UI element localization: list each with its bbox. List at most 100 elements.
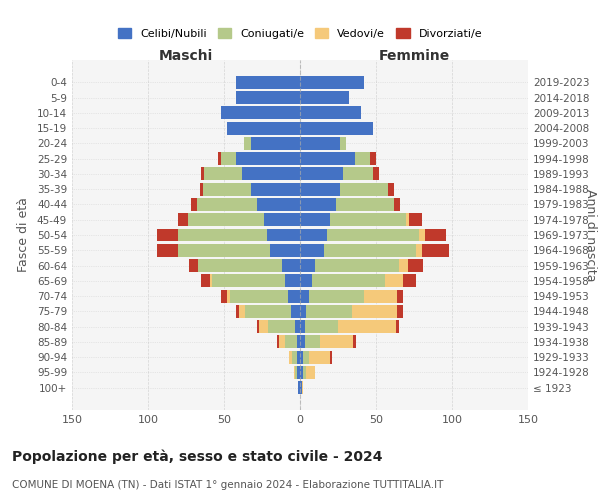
Bar xyxy=(399,259,408,272)
Bar xyxy=(269,244,300,256)
Bar xyxy=(309,290,364,302)
Bar xyxy=(300,198,337,211)
Bar xyxy=(373,168,379,180)
Bar xyxy=(236,76,300,89)
Bar xyxy=(364,290,397,302)
Bar xyxy=(305,320,338,333)
Bar xyxy=(300,228,328,241)
Bar xyxy=(340,182,388,196)
Bar xyxy=(300,214,331,226)
Bar xyxy=(325,244,416,256)
Bar xyxy=(397,290,403,302)
Bar xyxy=(218,152,221,165)
Bar xyxy=(211,274,212,287)
Bar xyxy=(294,366,295,379)
Bar xyxy=(300,152,355,165)
Bar xyxy=(200,182,203,196)
Bar xyxy=(242,168,300,180)
Text: COMUNE DI MOENA (TN) - Dati ISTAT 1° gennaio 2024 - Elaborazione TUTTITALIA.IT: COMUNE DI MOENA (TN) - Dati ISTAT 1° gen… xyxy=(12,480,443,490)
Y-axis label: Anni di nascita: Anni di nascita xyxy=(584,188,596,281)
Bar xyxy=(338,320,396,333)
Bar xyxy=(300,76,364,89)
Bar xyxy=(291,305,300,318)
Bar xyxy=(331,350,332,364)
Bar xyxy=(385,274,403,287)
Bar xyxy=(305,336,320,348)
Bar xyxy=(409,214,422,226)
Bar xyxy=(201,168,204,180)
Bar xyxy=(300,350,303,364)
Bar xyxy=(300,381,302,394)
Bar xyxy=(297,366,300,379)
Bar xyxy=(197,198,257,211)
Bar xyxy=(300,290,309,302)
Bar xyxy=(300,366,303,379)
Bar xyxy=(236,152,300,165)
Bar xyxy=(300,137,340,150)
Bar xyxy=(397,305,403,318)
Bar xyxy=(370,152,376,165)
Bar xyxy=(419,228,425,241)
Bar xyxy=(343,168,373,180)
Bar xyxy=(221,106,300,120)
Bar xyxy=(189,259,198,272)
Bar xyxy=(227,122,300,134)
Text: Femmine: Femmine xyxy=(379,48,449,62)
Bar xyxy=(300,106,361,120)
Bar xyxy=(422,244,449,256)
Bar xyxy=(257,320,259,333)
Bar xyxy=(300,182,340,196)
Bar xyxy=(352,305,397,318)
Bar xyxy=(221,152,236,165)
Bar xyxy=(298,381,300,394)
Bar xyxy=(320,336,353,348)
Bar xyxy=(355,152,370,165)
Bar xyxy=(288,290,300,302)
Bar xyxy=(221,290,227,302)
Legend: Celibi/Nubili, Coniugati/e, Vedovi/e, Divorziati/e: Celibi/Nubili, Coniugati/e, Vedovi/e, Di… xyxy=(113,24,487,43)
Bar xyxy=(416,244,422,256)
Bar xyxy=(188,214,263,226)
Bar xyxy=(297,336,300,348)
Bar xyxy=(396,320,399,333)
Bar xyxy=(408,259,423,272)
Bar xyxy=(251,137,300,150)
Bar xyxy=(388,182,394,196)
Bar xyxy=(251,182,300,196)
Bar xyxy=(353,336,356,348)
Bar xyxy=(315,259,399,272)
Bar xyxy=(306,305,352,318)
Bar xyxy=(266,228,300,241)
Bar xyxy=(236,91,300,104)
Text: Popolazione per età, sesso e stato civile - 2024: Popolazione per età, sesso e stato civil… xyxy=(12,450,383,464)
Bar xyxy=(285,336,297,348)
Bar xyxy=(406,214,409,226)
Bar xyxy=(157,244,178,256)
Bar xyxy=(279,336,285,348)
Bar xyxy=(178,214,188,226)
Bar xyxy=(295,366,297,379)
Bar xyxy=(191,198,197,211)
Bar xyxy=(403,274,416,287)
Bar xyxy=(394,198,400,211)
Bar xyxy=(300,91,349,104)
Bar xyxy=(300,274,312,287)
Bar xyxy=(257,198,300,211)
Bar xyxy=(300,168,343,180)
Bar xyxy=(198,259,282,272)
Text: Maschi: Maschi xyxy=(159,48,213,62)
Bar xyxy=(204,168,242,180)
Bar xyxy=(212,274,285,287)
Bar xyxy=(263,214,300,226)
Bar xyxy=(337,198,394,211)
Bar xyxy=(230,290,288,302)
Bar xyxy=(236,305,239,318)
Bar xyxy=(244,137,251,150)
Bar xyxy=(282,259,300,272)
Bar xyxy=(303,366,306,379)
Bar xyxy=(302,381,303,394)
Bar xyxy=(201,274,211,287)
Bar xyxy=(340,137,346,150)
Bar xyxy=(268,320,295,333)
Bar xyxy=(239,305,245,318)
